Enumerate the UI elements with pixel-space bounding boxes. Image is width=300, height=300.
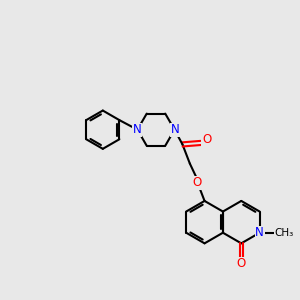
Text: O: O bbox=[193, 176, 202, 189]
Text: N: N bbox=[255, 226, 264, 239]
Text: O: O bbox=[202, 134, 211, 146]
Text: N: N bbox=[171, 123, 179, 136]
Text: O: O bbox=[237, 257, 246, 271]
Text: CH₃: CH₃ bbox=[275, 228, 294, 238]
Text: N: N bbox=[133, 123, 141, 136]
